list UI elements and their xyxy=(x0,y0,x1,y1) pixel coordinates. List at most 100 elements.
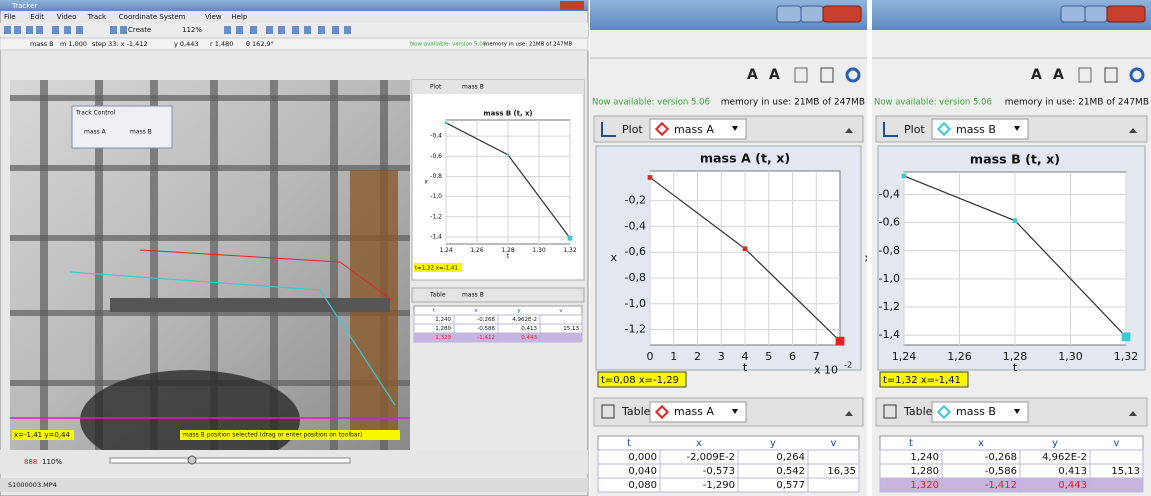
table-cell: 4,962E-2 xyxy=(1042,452,1087,463)
minimize-button[interactable] xyxy=(1061,6,1085,22)
tool-icon[interactable] xyxy=(332,26,339,34)
table-cell: 1,240 xyxy=(435,317,451,323)
track-name: mass B xyxy=(956,405,996,418)
track-field: r 1,480 xyxy=(210,40,233,48)
tool-icon[interactable] xyxy=(250,26,257,34)
window-bar xyxy=(10,95,410,101)
track-field: mass B xyxy=(30,40,54,48)
track-button[interactable]: mass A xyxy=(84,129,107,136)
close-button xyxy=(560,1,584,10)
zoom-button[interactable]: 112% xyxy=(182,26,202,34)
track-field: y 0,443 xyxy=(174,40,199,48)
tool-icon[interactable] xyxy=(318,26,325,34)
column-header: y xyxy=(770,438,776,449)
tool-icon[interactable] xyxy=(110,26,117,34)
readout: t=1,32 x=-1,41 xyxy=(883,375,961,386)
divider xyxy=(867,0,872,496)
table-cell: -0,586 xyxy=(985,466,1017,477)
menu-item[interactable]: Video xyxy=(57,13,77,21)
table-cell: 0,443 xyxy=(521,335,537,341)
slider[interactable] xyxy=(110,458,350,463)
menu-item[interactable]: View xyxy=(205,13,222,21)
x-tick-label: 1,30 xyxy=(532,247,546,254)
font-size-button[interactable]: A xyxy=(769,67,780,83)
slider-thumb[interactable] xyxy=(188,456,196,464)
tool-icon[interactable] xyxy=(236,26,243,34)
table-cell: -0,268 xyxy=(985,452,1017,463)
tool-icon[interactable] xyxy=(36,26,43,34)
minimize-button[interactable] xyxy=(777,6,801,22)
x-tick-label: 1,32 xyxy=(1114,350,1139,363)
tool-icon[interactable] xyxy=(76,26,83,34)
x-exponent: -2 xyxy=(844,359,852,369)
y-tick-label: -1,0 xyxy=(430,193,442,200)
font-size-button[interactable]: A xyxy=(747,67,758,83)
tool-icon[interactable] xyxy=(344,26,351,34)
memory-status: memory in use: 21MB of 247MB xyxy=(484,42,572,48)
menu-item[interactable]: File xyxy=(4,13,16,21)
track-name: mass A xyxy=(674,405,714,418)
y-tick-label: -1,2 xyxy=(625,323,646,336)
close-button[interactable] xyxy=(823,6,861,22)
tool-icon[interactable] xyxy=(266,26,273,34)
track-control-title: Track Control xyxy=(75,110,116,117)
y-tick-label: -1,4 xyxy=(430,233,442,240)
tool-icon[interactable] xyxy=(304,26,311,34)
table-cell: -0,586 xyxy=(477,326,495,332)
update-notice: Now available: version 5.06 xyxy=(874,98,992,108)
menu-item[interactable]: Help xyxy=(231,13,248,21)
table-cell: -0,268 xyxy=(477,317,495,323)
tool-icon[interactable] xyxy=(278,26,285,34)
tool-icon[interactable] xyxy=(26,26,33,34)
tool-icon[interactable] xyxy=(224,26,231,34)
tool-icon[interactable] xyxy=(4,26,11,34)
chart-title: mass B (t, x) xyxy=(483,109,532,117)
table-cell: -1,412 xyxy=(477,335,495,341)
table-tab: Table xyxy=(621,405,651,418)
font-size-button[interactable]: A xyxy=(1031,67,1042,83)
data-point xyxy=(648,175,653,180)
rail xyxy=(110,298,390,312)
column-header: x xyxy=(978,438,984,449)
table-cell: 0,542 xyxy=(776,466,805,477)
track-field: θ 162,9° xyxy=(246,40,274,48)
x-tick-label: 1,24 xyxy=(439,247,453,254)
y-tick-label: -0,4 xyxy=(430,133,442,140)
table-cell: 0,040 xyxy=(628,466,657,477)
create-button[interactable]: Create xyxy=(128,26,151,34)
tool-icon[interactable] xyxy=(14,26,21,34)
menu-item[interactable]: Track xyxy=(87,13,107,21)
x-tick-label: 1,30 xyxy=(1058,350,1083,363)
y-tick-label: -0,6 xyxy=(879,216,900,229)
table-cell: 15,13 xyxy=(1111,466,1140,477)
track-name: mass B xyxy=(462,292,484,299)
frame-number: 888 xyxy=(24,458,37,466)
table-cell: -1,412 xyxy=(985,480,1017,491)
tool-icon[interactable] xyxy=(120,26,127,34)
close-button[interactable] xyxy=(1107,6,1145,22)
tool-icon[interactable] xyxy=(64,26,71,34)
plot-tab: Plot xyxy=(904,123,925,136)
data-point xyxy=(743,246,748,251)
menu-item[interactable]: Edit xyxy=(30,13,44,21)
y-axis-label: x xyxy=(424,179,428,186)
update-notice: Now available: version 5.06 xyxy=(592,98,710,108)
x-tick-label: 0 xyxy=(647,350,654,363)
y-tick-label: -0,6 xyxy=(430,153,442,160)
table-cell: 4,962E-2 xyxy=(512,317,537,323)
data-point xyxy=(507,154,510,157)
font-size-button[interactable]: A xyxy=(1053,67,1064,83)
track-button[interactable]: mass B xyxy=(130,129,152,136)
y-tick-label: -0,8 xyxy=(430,173,442,180)
menu-item[interactable]: Coordinate System xyxy=(119,13,186,21)
plot-tab: Plot xyxy=(430,84,442,91)
data-point xyxy=(836,337,845,346)
tool-icon[interactable] xyxy=(52,26,59,34)
x-tick-label: 5 xyxy=(765,350,772,363)
status-bar xyxy=(0,478,588,492)
maximize-button[interactable] xyxy=(801,6,823,22)
plot-tab: Plot xyxy=(622,123,643,136)
tool-icon[interactable] xyxy=(292,26,299,34)
maximize-button[interactable] xyxy=(1085,6,1107,22)
data-point xyxy=(902,174,907,179)
